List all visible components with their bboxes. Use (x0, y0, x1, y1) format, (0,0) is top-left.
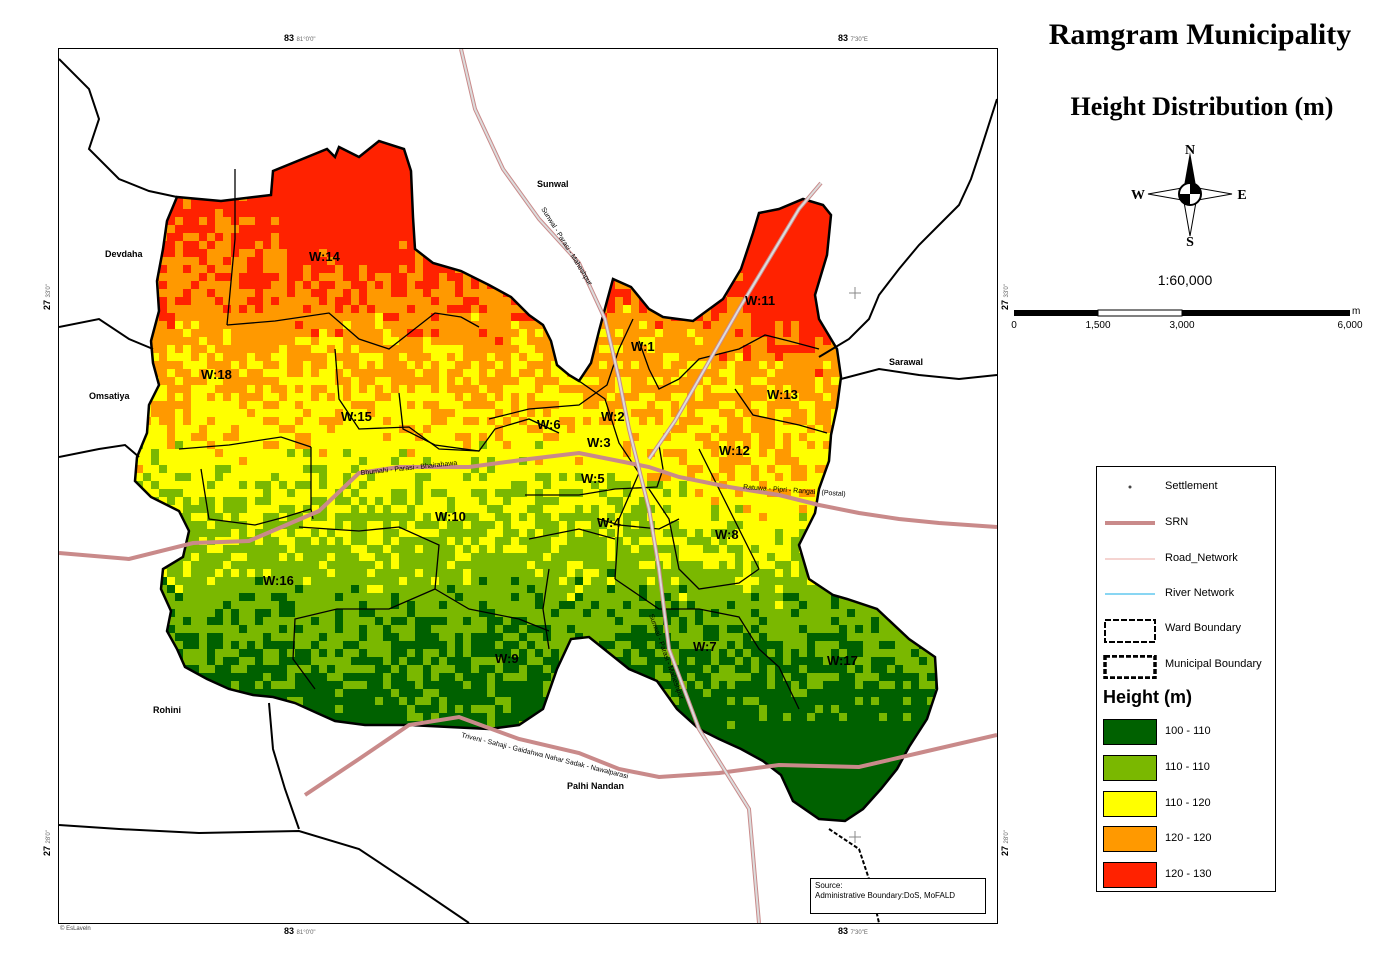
ward-label-w1: W:1 (631, 339, 655, 354)
legend-settlement-label: Settlement (1165, 480, 1218, 492)
ward-label-w13: W:13 (767, 387, 798, 402)
legend-class-label-3: 110 - 120 (1165, 797, 1211, 809)
legend-municipal-label: Municipal Boundary (1165, 658, 1262, 670)
source-box: Source: Administrative Boundary:DoS, MoF… (810, 878, 986, 914)
place-palhi-nandan: Palhi Nandan (567, 781, 624, 791)
legend-road-label: Road_Network (1165, 552, 1238, 564)
ward-label-w4: W:4 (597, 515, 621, 530)
ward-label-w18: W:18 (201, 367, 232, 382)
compass-e: E (1237, 188, 1246, 203)
coord-bottom-left: 83 81°0'0" (284, 926, 316, 936)
ward-label-w5: W:5 (581, 471, 605, 486)
legend-height-title: Height (m) (1103, 687, 1192, 707)
legend-class-label-4: 120 - 120 (1165, 832, 1212, 844)
map-subtitle: Height Distribution (m) (1070, 92, 1334, 121)
svg-text:1,500: 1,500 (1085, 320, 1110, 331)
scale-ratio: 1:60,000 (1157, 272, 1213, 288)
coord-bottom-right: 83 7'30"E (838, 926, 868, 936)
road-label-sunwal: Sunwal - Parasi - Maheshpur (539, 206, 593, 287)
place-sunwal: Sunwal (537, 179, 569, 189)
map-title: Ramgram Municipality (1048, 18, 1352, 51)
map-legend: Settlement SRN Road_Network River Networ… (1096, 466, 1276, 892)
legend-swatch-3 (1103, 791, 1157, 817)
source-title: Source: (815, 881, 843, 890)
place-devdaha: Devdaha (105, 249, 144, 259)
compass-s: S (1186, 235, 1194, 250)
legend-class-label-5: 120 - 130 (1165, 868, 1212, 880)
ward-label-w11: W:11 (745, 293, 775, 308)
legend-srn-label: SRN (1165, 516, 1189, 528)
legend-swatch-4 (1103, 826, 1157, 852)
municipal-boundary (133, 139, 939, 823)
legend-srn: SRN (1097, 511, 1275, 535)
legend-swatch-1 (1103, 719, 1157, 745)
place-rohini: Rohini (153, 705, 181, 715)
legend-swatch-5 (1103, 862, 1157, 888)
legend-ward-label: Ward Boundary (1165, 622, 1242, 634)
ward-label-w16: W:16 (263, 573, 294, 588)
legend-ward-boundary: Ward Boundary (1097, 617, 1275, 643)
height-raster-layer (135, 141, 937, 821)
road-label-triveni: Triveni - Sahaji - Gaidahwa Nahar Sadak … (461, 732, 630, 780)
legend-settlement: Settlement (1097, 475, 1275, 499)
map-canvas[interactable]: Sunwal Devdaha Omsatiya Sarawal Rohini P… (58, 48, 998, 924)
svg-text:0: 0 (1011, 320, 1017, 331)
ward-label-w2: W:2 (601, 409, 625, 424)
coord-right-lower: 27 28'0" (1000, 830, 1010, 856)
legend-class-label-2: 110 - 110 (1165, 761, 1210, 773)
compass-n: N (1185, 143, 1195, 158)
legend-river-label: River Network (1165, 587, 1235, 599)
ward-boundaries (178, 169, 828, 710)
legend-swatch-2 (1103, 755, 1157, 781)
outer-boundaries (59, 58, 997, 923)
ward-label-w3: W:3 (587, 435, 611, 450)
ward-label-w12: W:12 (719, 443, 750, 458)
ward-label-w10: W:10 (435, 509, 466, 524)
source-text: Administrative Boundary:DoS, MoFALD (815, 891, 956, 900)
coord-top-right: 83 7'30"E (838, 33, 868, 43)
credit-text: © EsLaveln (60, 926, 91, 932)
legend-road-network: Road_Network (1097, 547, 1275, 571)
ward-label-w6: W:6 (537, 417, 561, 432)
legend-river-network: River Network (1097, 582, 1275, 606)
ward-label-w7: W:7 (693, 639, 717, 654)
svg-text:3,000: 3,000 (1169, 320, 1194, 331)
svg-text:6,000: 6,000 (1337, 320, 1362, 331)
legend-class-label-1: 100 - 110 (1165, 725, 1211, 737)
srn-road-core (460, 49, 822, 923)
legend-municipal-boundary: Municipal Boundary (1097, 653, 1275, 680)
ward-label-w15: W:15 (341, 409, 372, 424)
grid-crosses (849, 287, 861, 843)
coord-left-upper: 27 33'0" (42, 284, 52, 310)
compass-w: W (1131, 188, 1145, 203)
ward-label-w14: W:14 (309, 249, 341, 264)
ward-label-w9: W:9 (495, 651, 519, 666)
coord-right-upper: 27 33'0" (1000, 284, 1010, 310)
svg-text:m: m (1352, 306, 1360, 317)
ward-label-w8: W:8 (715, 527, 739, 542)
place-sarawal: Sarawal (889, 357, 923, 367)
coord-top-left: 83 81°0'0" (284, 33, 316, 43)
scale-bar: 0 1,500 3,000 6,000 m (1010, 304, 1370, 334)
north-arrow-icon: N S W E (1130, 138, 1250, 250)
place-omsatiya: Omsatiya (89, 391, 131, 401)
ward-label-w17: W:17 (827, 653, 858, 668)
coord-left-lower: 27 28'0" (42, 830, 52, 856)
